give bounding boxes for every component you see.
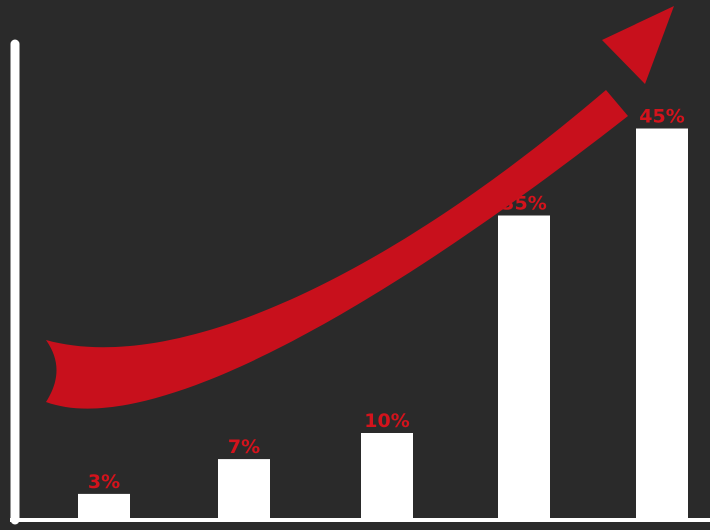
data-label-1: 3% [88, 471, 120, 493]
bar-3 [361, 433, 413, 520]
data-label-2: 7% [228, 436, 260, 458]
data-label-group: 3%7%10%35%45% [88, 106, 685, 493]
data-label-5: 45% [639, 106, 684, 128]
trend-arrow-shaft [46, 90, 628, 409]
trend-arrow-head [602, 6, 674, 84]
bar-4 [498, 215, 550, 520]
bar-series [78, 128, 688, 520]
bar-2 [218, 459, 270, 520]
bar-5 [636, 128, 688, 520]
trend-arrow [46, 6, 674, 409]
data-label-3: 10% [364, 410, 409, 432]
bar-1 [78, 493, 130, 520]
